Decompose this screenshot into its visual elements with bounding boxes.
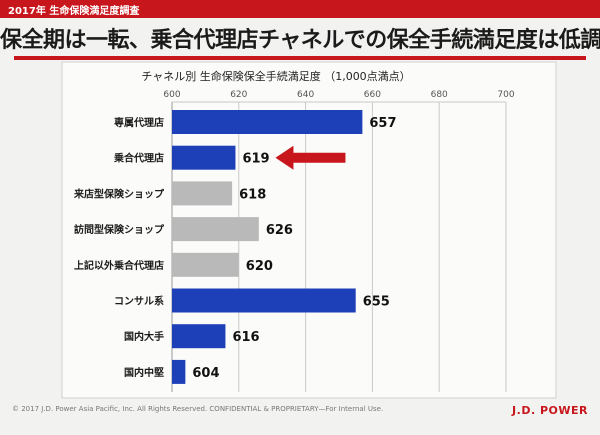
value-label: 604 bbox=[192, 366, 219, 381]
category-label: コンサル系 bbox=[114, 295, 164, 308]
value-label: 626 bbox=[266, 223, 293, 238]
value-label: 655 bbox=[363, 295, 390, 310]
x-tick-label: 620 bbox=[230, 90, 247, 100]
category-label: 専属代理店 bbox=[114, 116, 164, 129]
bar bbox=[172, 324, 226, 349]
category-label: 国内中堅 bbox=[124, 366, 164, 379]
value-label: 616 bbox=[232, 330, 259, 345]
chart-title: チャネル別 生命保険保全手続満足度 （1,000点満点） bbox=[141, 69, 410, 83]
value-label: 657 bbox=[369, 116, 396, 131]
bar bbox=[172, 145, 236, 170]
bar bbox=[172, 181, 233, 206]
x-tick-label: 700 bbox=[497, 90, 514, 100]
category-label: 来店型保険ショップ bbox=[73, 187, 165, 200]
x-tick-label: 640 bbox=[297, 90, 314, 100]
copyright-text: © 2017 J.D. Power Asia Pacific, Inc. All… bbox=[12, 405, 384, 413]
title-divider bbox=[14, 56, 586, 60]
bar-layer bbox=[172, 110, 363, 384]
tick-layer: 600 620 640 660 680 700 bbox=[163, 90, 514, 100]
category-label: 訪問型保険ショップ bbox=[74, 223, 165, 236]
top-band: 2017年 生命保険満足度調査 bbox=[0, 0, 600, 18]
value-label: 619 bbox=[242, 152, 269, 167]
bar bbox=[172, 252, 239, 277]
jd-power-logo: J.D. POWER bbox=[512, 404, 588, 417]
category-labels: 専属代理店乗合代理店来店型保険ショップ訪問型保険ショップ上記以外乗合代理店コンサ… bbox=[73, 116, 165, 379]
survey-label: 2017年 生命保険満足度調査 bbox=[8, 6, 140, 17]
highlight-arrow bbox=[275, 145, 346, 170]
value-label: 620 bbox=[246, 259, 273, 274]
value-label: 618 bbox=[239, 187, 266, 202]
page-title: 保全期は一転、乗合代理店チャネルでの保全手続満足度は低調 bbox=[0, 28, 600, 53]
bar bbox=[172, 110, 363, 134]
category-label: 上記以外乗合代理店 bbox=[74, 259, 164, 272]
highlight-arrow-layer bbox=[275, 145, 346, 170]
category-label: 国内大手 bbox=[124, 330, 164, 343]
bar bbox=[172, 217, 259, 242]
x-tick-label: 600 bbox=[163, 90, 180, 100]
bar bbox=[172, 288, 356, 313]
value-labels: 657 619 618 626 620 655 616 604 bbox=[192, 116, 396, 381]
category-label: 乗合代理店 bbox=[113, 152, 164, 165]
x-tick-label: 660 bbox=[364, 90, 381, 100]
x-tick-label: 680 bbox=[431, 90, 448, 100]
bar bbox=[172, 359, 186, 384]
